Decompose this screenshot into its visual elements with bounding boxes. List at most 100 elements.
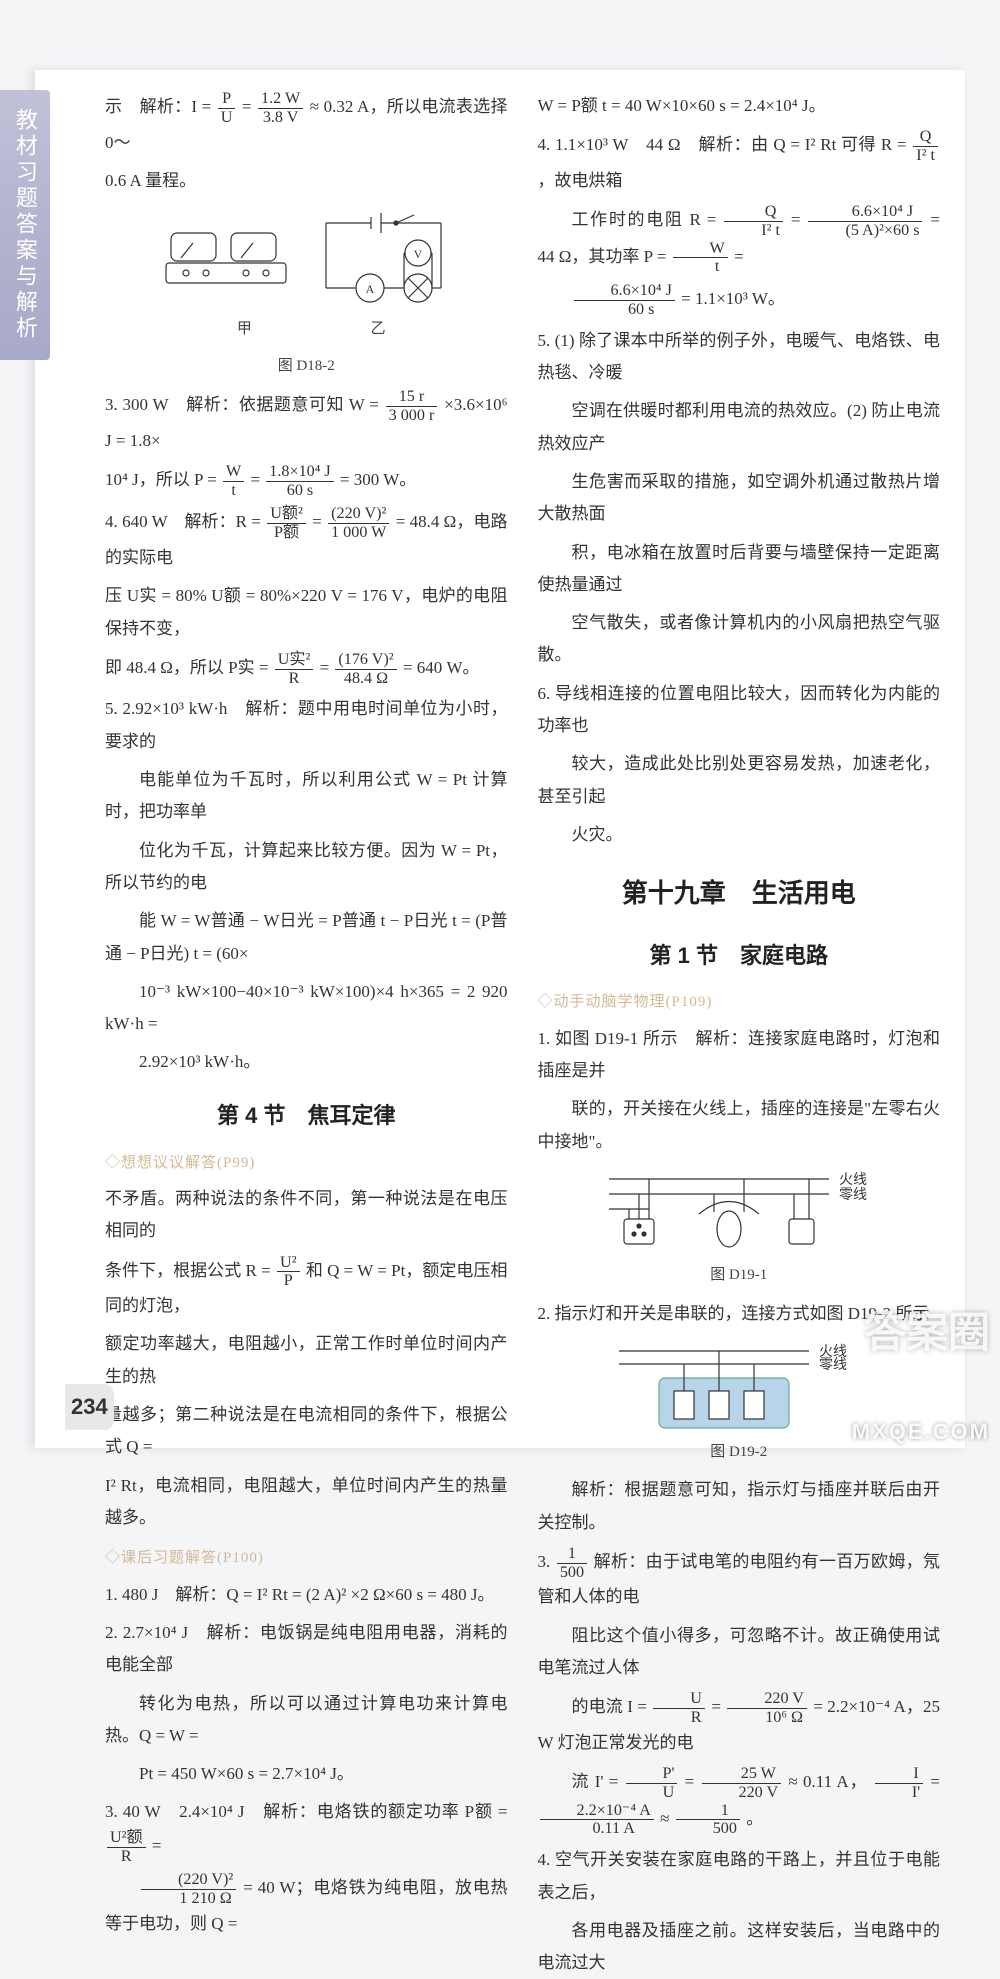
frac: P'U <box>626 1765 678 1802</box>
r6c: 火灾。 <box>538 819 941 851</box>
s3f: 流 I' = P'U = 25 W220 V ≈ 0.11 A， II' = 2… <box>538 1765 941 1838</box>
q2-2b: 转化为电热，所以可以通过计算电功来计算电热。Q = W = <box>105 1688 508 1753</box>
t: 的电流 I = <box>572 1698 652 1717</box>
fig191-cap: 图 D19-1 <box>538 1261 941 1290</box>
figure-d19-2: 火线 零线 <box>599 1336 879 1436</box>
l-p5c: 位化为千瓦，计算起来比较方便。因为 W = Pt，所以节约的电 <box>105 835 508 900</box>
t: = 1.1×10³ W。 <box>681 289 785 308</box>
l-p5a: 5. 2.92×10³ kW·h 解析：题中用电时间单位为小时，要求的 <box>105 693 508 758</box>
section-1-title: 第 1 节 家庭电路 <box>538 935 941 977</box>
r5b: 空调在供暖时都利用电流的热效应。(2) 防止电流热效应产 <box>538 395 941 460</box>
t: 。 <box>746 1809 763 1828</box>
svg-text:A: A <box>366 282 375 296</box>
t: 流 I' = <box>572 1772 624 1791</box>
frac: QI² t <box>724 203 783 240</box>
frac: U²P <box>277 1254 300 1291</box>
r4: 4. 1.1×10³ W 44 Ω 解析：由 Q = I² Rt 可得 R = … <box>538 128 941 197</box>
t: 10⁴ J，所以 P = <box>105 470 221 489</box>
svg-text:V: V <box>414 247 423 261</box>
frac: 2.2×10⁻⁴ A0.11 A <box>540 1802 654 1839</box>
l-p4d: 即 48.4 Ω，所以 P实 = U实²R = (176 V)²48.4 Ω =… <box>105 651 508 688</box>
l-p3c: 10⁴ J，所以 P = Wt = 1.8×10⁴ J60 s = 300 W。 <box>105 463 508 500</box>
s4b: 各用电器及插座之前。这样安装后，当电路中的电流过大 <box>538 1915 941 1979</box>
watermark-1: 答案圈 <box>864 1293 990 1373</box>
r6b: 较大，造成此处比别处更容易发热，加速老化，甚至引起 <box>538 748 941 813</box>
l-p5e: 10⁻³ kW×100−40×10⁻³ kW×100)×4 h×365 = 2 … <box>105 976 508 1041</box>
chapter-19-title: 第十九章 生活用电 <box>538 869 941 918</box>
r5e: 空气散失，或者像计算机内的小风扇把热空气驱散。 <box>538 607 941 672</box>
page: 示 解析：I = PU = 1.2 W3.8 V ≈ 0.32 A，所以电流表选… <box>35 70 965 1448</box>
t: 解析：由于试电笔的电阻约有一百万欧姆，氖管和人体的电 <box>538 1552 941 1606</box>
sub1: ◇想想议议解答(P99) <box>105 1149 508 1178</box>
l-p5d: 能 W = W普通 − W日光 = P普通 t − P日光 t = (P普通 −… <box>105 905 508 970</box>
q2-3b: (220 V)²1 210 Ω = 40 W；电烙铁为纯电阻，放电热等于电功，则… <box>105 1871 508 1940</box>
frac: (220 V)²1 000 W <box>328 505 389 542</box>
l-p4: 4. 640 W 解析：R = U额²P额 = (220 V)²1 000 W … <box>105 505 508 574</box>
l-p1: 示 解析：I = PU = 1.2 W3.8 V ≈ 0.32 A，所以电流表选… <box>105 90 508 159</box>
fig1-cap: 图 D18-2 <box>105 352 508 381</box>
s2b: 解析：根据题意可知，指示灯与插座并联后由开关控制。 <box>538 1474 941 1539</box>
s3c: 阻比这个值小得多，可忽略不计。故正确使用试电笔流过人体 <box>538 1620 941 1685</box>
t: 示 解析：I = <box>105 97 216 116</box>
svg-text:零线: 零线 <box>819 1357 847 1373</box>
s4a: 4. 空气开关安装在家庭电路的干路上，并且位于电能表之后， <box>538 1844 941 1909</box>
t: 4. 1.1×10³ W 44 Ω 解析：由 Q = I² Rt 可得 R = <box>538 135 912 154</box>
l-p1c: 0.6 A 量程。 <box>105 165 508 197</box>
q2-2a: 2. 2.7×10⁴ J 解析：电饭锅是纯电阻用电器，消耗的电能全部 <box>105 1617 508 1682</box>
frac: (220 V)²1 210 Ω <box>141 1871 236 1908</box>
frac: U²额R <box>107 1829 146 1866</box>
side-tab: 教材习题答案与解析 <box>0 90 50 360</box>
left-column: 示 解析：I = PU = 1.2 W3.8 V ≈ 0.32 A，所以电流表选… <box>105 90 508 1428</box>
figure-d19-1: 火线 零线 <box>589 1164 889 1259</box>
frac: 6.6×10⁴ J(5 A)²×60 s <box>808 203 922 240</box>
r5d: 积，电冰箱在放置时后背要与墙壁保持一定距离使热量通过 <box>538 537 941 602</box>
frac: II' <box>875 1765 923 1802</box>
frac: PU <box>218 90 236 127</box>
frac: 1.2 W3.8 V <box>258 90 303 127</box>
l-p5f: 2.92×10³ kW·h。 <box>105 1046 508 1078</box>
frac: 6.6×10⁴ J60 s <box>574 282 675 319</box>
q2-3a: 3. 40 W 2.4×10⁴ J 解析：电烙铁的额定功率 P额 = U²额R … <box>105 1796 508 1865</box>
svg-text:火线: 火线 <box>839 1172 867 1188</box>
s3: 3. 1500 解析：由于试电笔的电阻约有一百万欧姆，氖管和人体的电 <box>538 1545 941 1614</box>
t: 条件下，根据公式 R = <box>105 1261 275 1280</box>
section-4-title: 第 4 节 焦耳定律 <box>105 1095 508 1137</box>
t: ≈ 0.11 A， <box>788 1772 867 1791</box>
r5a: 5. (1) 除了课本中所举的例子外，电暖气、电烙铁、电热毯、冷暖 <box>538 325 941 390</box>
fig1-labels: 甲 乙 <box>105 315 508 344</box>
frac: Wt <box>673 240 728 277</box>
q2-1: 1. 480 J 解析：Q = I² Rt = (2 A)² ×2 Ω×60 s… <box>105 1579 508 1611</box>
frac: U实²R <box>275 651 314 688</box>
r1: W = P额 t = 40 W×10×60 s = 2.4×10⁴ J。 <box>538 90 941 122</box>
l-p3: 3. 300 W 解析：依据题意可知 W = 15 r3 000 r ×3.6×… <box>105 388 508 457</box>
frac: 15 r3 000 r <box>386 388 438 425</box>
r4e: 6.6×10⁴ J60 s = 1.1×10³ W。 <box>538 282 941 319</box>
svg-text:零线: 零线 <box>839 1187 867 1203</box>
l-p5b: 电能单位为千瓦时，所以利用公式 W = Pt 计算时，把功率单 <box>105 764 508 829</box>
t: 即 48.4 Ω，所以 P实 = <box>105 658 273 677</box>
t: 3. 40 W 2.4×10⁴ J 解析：电烙铁的额定功率 P额 = <box>105 1802 508 1821</box>
t: 4. 640 W 解析：R = <box>105 513 265 532</box>
s1a: 1. 如图 D19-1 所示 解析：连接家庭电路时，灯泡和插座是并 <box>538 1023 941 1088</box>
frac: (176 V)²48.4 Ω <box>335 651 396 688</box>
t: ，故电烘箱 <box>538 171 623 190</box>
r5c: 生危害而采取的措施，如空调外机通过散热片增大散热面 <box>538 466 941 531</box>
columns: 示 解析：I = PU = 1.2 W3.8 V ≈ 0.32 A，所以电流表选… <box>105 90 940 1428</box>
r6a: 6. 导线相连接的位置电阻比较大，因而转化为内能的功率也 <box>538 678 941 743</box>
q1d: 额定功率越大，电阻越小，正常工作时单位时间内产生的热 <box>105 1328 508 1393</box>
frac: UR <box>653 1690 705 1727</box>
frac: 25 W220 V <box>702 1765 782 1802</box>
r4c: 工作时的电阻 R = QI² t = 6.6×10⁴ J(5 A)²×60 s … <box>538 203 941 276</box>
s3d: 的电流 I = UR = 220 V10⁶ Ω = 2.2×10⁻⁴ A，25 … <box>538 1690 941 1759</box>
q1e: 量越多；第二种说法是在电流相同的条件下，根据公式 Q = <box>105 1399 508 1464</box>
sub3: ◇动手动脑学物理(P109) <box>538 988 941 1017</box>
frac: 1500 <box>557 1545 587 1582</box>
t: ≈ <box>660 1809 674 1828</box>
frac: Wt <box>223 463 244 500</box>
sub2: ◇课后习题解答(P100) <box>105 1544 508 1573</box>
frac: 220 V10⁶ Ω <box>727 1690 807 1727</box>
q1a: 不矛盾。两种说法的条件不同，第一种说法是在电压相同的 <box>105 1183 508 1248</box>
frac: QI² t <box>913 128 938 165</box>
figure-d18-2: A V <box>156 203 456 313</box>
t: 3. 300 W 解析：依据题意可知 W = <box>105 395 384 414</box>
